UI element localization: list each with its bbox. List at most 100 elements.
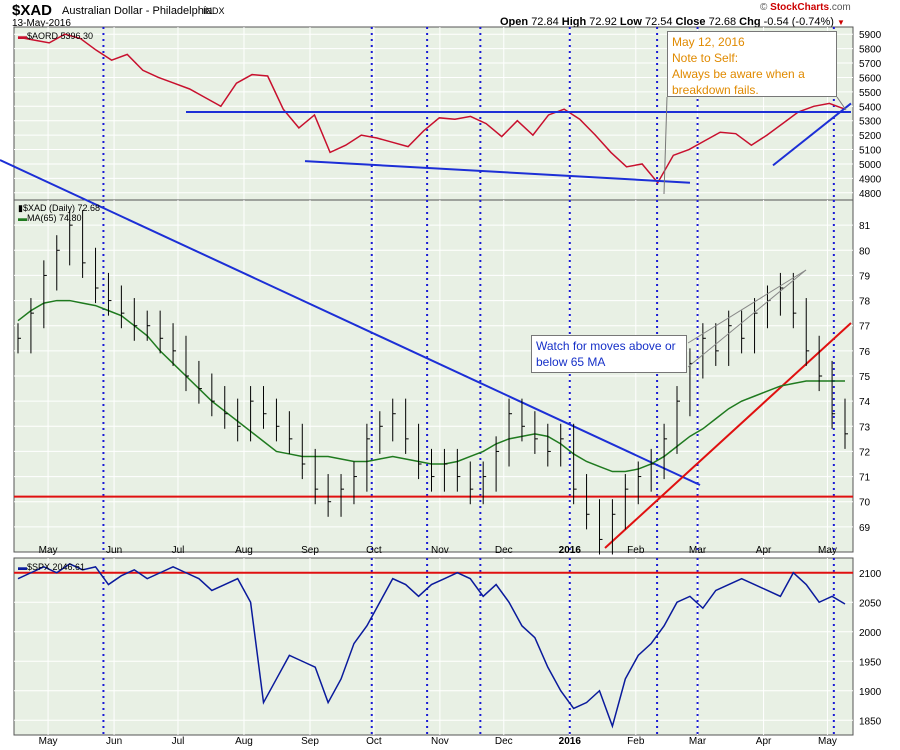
aord-series-line (17, 33, 846, 185)
xad-xtick-label: May (818, 545, 837, 556)
spx-xtick-label: Mar (689, 736, 707, 747)
spx-xtick-label: Jun (106, 736, 122, 747)
xad-ytick-label: 72 (859, 447, 871, 458)
spx-ytick-label: 2050 (859, 598, 882, 609)
xad-panel-label: ▮$XAD (Daily) 72.68 (18, 203, 100, 213)
aord-ytick-label: 5500 (859, 88, 882, 99)
spx-xtick-label: Nov (431, 736, 449, 747)
aord-ytick-label: 5600 (859, 73, 882, 84)
xad-ytick-label: 81 (859, 221, 871, 232)
aord-label-text: $AORD 5396.30 (27, 31, 94, 41)
chg-value: -0.54 (-0.74%) (763, 16, 834, 28)
spx-xtick-label: Sep (301, 736, 319, 747)
exchange-label: INDX (203, 6, 225, 16)
brand-suffix: .com (829, 2, 851, 13)
note1-line2: Note to Self: (672, 51, 739, 65)
high-label: High (561, 16, 587, 28)
xad-xtick-label: Dec (495, 545, 513, 556)
high-value: 72.92 (589, 16, 617, 28)
note1-line4: breakdown fails. (672, 83, 759, 97)
note-pointer-left (663, 96, 668, 195)
xad-xtick-label: 2016 (559, 545, 582, 556)
spx-ytick-label: 1950 (859, 657, 882, 668)
note2-pointer-top (687, 269, 807, 344)
instrument-name: Australian Dollar - Philadelphia (62, 5, 213, 17)
xad-xtick-label: Nov (431, 545, 449, 556)
brand-watermark: © StockCharts.com (760, 2, 851, 13)
aord-ytick-label: 5100 (859, 146, 882, 157)
xad-label-text: $XAD (Daily) 72.68 (22, 203, 100, 213)
close-label: Close (675, 16, 706, 28)
aord-ytick-label: 5200 (859, 131, 882, 142)
spx-label-text: $SPX 2046.61 (27, 562, 86, 572)
spx-xtick-label: 2016 (559, 736, 582, 747)
symbol-title: $XAD (12, 2, 53, 19)
aord-ytick-label: 5800 (859, 45, 882, 56)
spx-xtick-label: Apr (756, 736, 772, 747)
xad-ytick-label: 75 (859, 372, 871, 383)
xad-ytick-label: 69 (859, 523, 871, 534)
aord-ytick-label: 5000 (859, 160, 882, 171)
aord-ytick-label: 4800 (859, 189, 882, 200)
ma-panel-label: ▬MA(65) 74.80 (18, 213, 82, 223)
brand-prefix: © (760, 2, 771, 13)
xad-xtick-label: Oct (366, 545, 382, 556)
down-triangle-icon: ▼ (837, 18, 845, 27)
spx-xtick-label: Feb (627, 736, 645, 747)
spx-xtick-label: May (39, 736, 58, 747)
xad-xtick-label: Aug (235, 545, 253, 556)
note1-line3: Always be aware when a (672, 67, 805, 81)
ma-label-text: MA(65) 74.80 (27, 213, 82, 223)
note2-pointer-bottom (687, 269, 807, 368)
spx-xtick-label: Dec (495, 736, 513, 747)
brand-name: StockCharts (770, 2, 830, 13)
spx-ytick-label: 2100 (859, 569, 882, 580)
aord-ytick-label: 5300 (859, 117, 882, 128)
aord-ytick-label: 5900 (859, 30, 882, 41)
xad-xtick-label: Jul (172, 545, 185, 556)
close-value: 72.68 (708, 16, 737, 28)
open-value: 72.84 (531, 16, 559, 28)
xad-xtick-label: Sep (301, 545, 319, 556)
xad-ytick-label: 74 (859, 397, 871, 408)
spx-xtick-label: Aug (235, 736, 253, 747)
open-label: Open (500, 16, 529, 28)
spx-panel-label: ▬$SPX 2046.61 (18, 562, 86, 572)
xad-xtick-label: May (39, 545, 58, 556)
note-to-self-annotation: May 12, 2016 Note to Self: Always be awa… (667, 31, 837, 97)
spx-xtick-label: Jul (172, 736, 185, 747)
chg-label: Chg (739, 16, 761, 28)
xad-ytick-label: 77 (859, 322, 871, 333)
chart-date: 13-May-2016 (12, 18, 71, 29)
spx-series-line (17, 563, 846, 729)
xad-ytick-label: 70 (859, 498, 871, 509)
xad-xtick-label: Apr (756, 545, 772, 556)
ohlc-readout: Open 72.84 High 72.92 Low 72.54 Close 72… (500, 16, 845, 28)
xad-ytick-label: 71 (859, 473, 871, 484)
spx-ytick-label: 1850 (859, 716, 882, 727)
note-pointer-right (836, 96, 847, 111)
xad-xtick-label: Mar (689, 545, 707, 556)
xad-ytick-label: 76 (859, 347, 871, 358)
xad-ytick-label: 79 (859, 271, 871, 282)
aord-ytick-label: 5400 (859, 102, 882, 113)
spx-ytick-label: 2000 (859, 628, 882, 639)
aord-support-line (304, 160, 691, 184)
spx-xtick-label: May (818, 736, 837, 747)
note1-line1: May 12, 2016 (672, 35, 745, 49)
spx-panel-bg (13, 557, 854, 736)
spx-xtick-label: Oct (366, 736, 382, 747)
xad-xtick-label: Feb (627, 545, 645, 556)
aord-rising-trendline (772, 102, 852, 167)
xad-xtick-label: Jun (106, 545, 122, 556)
aord-ytick-label: 4900 (859, 174, 882, 185)
xad-ytick-label: 80 (859, 246, 871, 257)
aord-ytick-label: 5700 (859, 59, 882, 70)
aord-panel-label: ▬$AORD 5396.30 (18, 31, 94, 41)
spx-ytick-label: 1900 (859, 687, 882, 698)
xad-downtrend-line (0, 159, 701, 486)
low-label: Low (619, 16, 642, 28)
xad-ytick-label: 73 (859, 422, 871, 433)
low-value: 72.54 (644, 16, 673, 28)
